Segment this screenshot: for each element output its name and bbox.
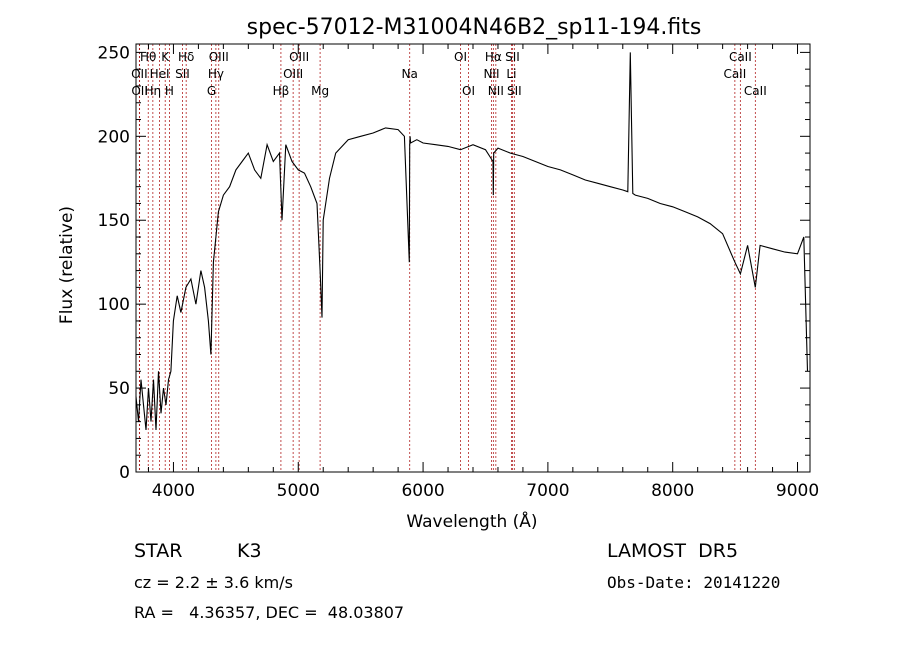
chart-title: spec-57012-M31004N46B2_sp11-194.fits bbox=[247, 15, 702, 40]
line-label-4: HeI bbox=[150, 67, 170, 81]
line-label-5: K bbox=[161, 50, 170, 64]
line-label-12: Hβ bbox=[273, 84, 290, 98]
plot-frame bbox=[135, 43, 811, 473]
x-tick-label-5: 9000 bbox=[776, 481, 819, 501]
y-axis-label: Flux (relative) bbox=[57, 206, 77, 324]
line-label-8: Hδ bbox=[178, 50, 194, 64]
line-label-1: OII bbox=[131, 67, 148, 81]
y-tick-label-2: 100 bbox=[98, 295, 130, 315]
line-label-9: G bbox=[207, 84, 216, 98]
line-label-19: NII bbox=[483, 67, 499, 81]
line-label-11: OIII bbox=[209, 50, 229, 64]
redshift-cz: cz = 2.2 ± 3.6 km/s bbox=[134, 573, 293, 592]
y-axis-ticks: 0 50 100 150 200 250 bbox=[98, 43, 810, 483]
coordinates: RA = 4.36357, DEC = 48.03807 bbox=[134, 603, 405, 622]
line-label-15: Mg bbox=[311, 84, 329, 98]
line-label-22: SII bbox=[505, 50, 520, 64]
y-tick-label-5: 250 bbox=[98, 43, 130, 63]
spectral-line-markers bbox=[138, 44, 756, 472]
x-tick-label-4: 8000 bbox=[651, 481, 694, 501]
line-label-6: H bbox=[165, 84, 174, 98]
line-label-27: CaII bbox=[744, 84, 767, 98]
line-label-3: Hη bbox=[145, 84, 162, 98]
line-label-23: Li bbox=[506, 67, 516, 81]
spectrum-series-line bbox=[135, 52, 809, 431]
x-axis-label: Wavelength (Å) bbox=[406, 510, 537, 532]
object-class: STAR bbox=[134, 540, 183, 562]
y-tick-label-1: 50 bbox=[108, 379, 130, 399]
line-label-20: Hα bbox=[485, 50, 502, 64]
line-label-14: OIII bbox=[289, 50, 309, 64]
line-label-10: Hγ bbox=[208, 67, 224, 81]
y-tick-label-3: 150 bbox=[98, 211, 130, 231]
line-label-24: SII bbox=[507, 84, 522, 98]
observation-date: Obs-Date: 20141220 bbox=[607, 573, 781, 592]
survey-name: LAMOST DR5 bbox=[607, 540, 739, 562]
line-label-7: SII bbox=[175, 67, 190, 81]
line-label-2: OII bbox=[131, 84, 148, 98]
x-axis-ticks: 4000 5000 6000 7000 8000 9000 bbox=[147, 44, 819, 501]
x-tick-label-2: 6000 bbox=[401, 481, 444, 501]
x-tick-label-1: 5000 bbox=[277, 481, 320, 501]
line-label-16: Na bbox=[402, 67, 418, 81]
y-tick-label-4: 200 bbox=[98, 127, 130, 147]
line-label-26: CaII bbox=[729, 50, 752, 64]
spectral-line-labels: HθOIIOIIHηHeIKHSIIHδGHγOIIIHβOIIIOIIIMgN… bbox=[131, 50, 767, 98]
line-label-17: OI bbox=[454, 50, 467, 64]
x-tick-label-3: 7000 bbox=[526, 481, 569, 501]
line-label-0: Hθ bbox=[140, 50, 156, 64]
y-tick-label-0: 0 bbox=[119, 463, 130, 483]
object-subclass: K3 bbox=[237, 540, 262, 562]
line-label-21: NII bbox=[488, 84, 504, 98]
line-label-25: CaII bbox=[723, 67, 746, 81]
line-label-13: OIII bbox=[283, 67, 303, 81]
line-label-18: OI bbox=[462, 84, 475, 98]
x-tick-label-0: 4000 bbox=[152, 481, 195, 501]
